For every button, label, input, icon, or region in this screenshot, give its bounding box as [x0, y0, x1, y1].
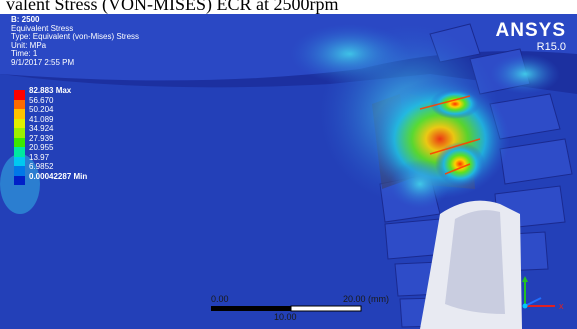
ansys-logo: ANSYS R15.0	[496, 21, 566, 53]
legend-swatch	[14, 147, 25, 157]
svg-text:x: x	[559, 301, 564, 311]
legend-label: 41.089	[29, 114, 54, 124]
legend-swatch	[14, 156, 25, 166]
logo-brand: ANSYS	[495, 20, 566, 41]
result-time: Time: 1	[11, 49, 38, 59]
legend-label: 0.00042287 Min	[29, 171, 88, 181]
scale-right-label: 20.00 (mm)	[343, 294, 390, 304]
legend-label: 56.670	[29, 95, 54, 105]
legend-swatch	[14, 137, 25, 147]
legend-swatch	[14, 109, 25, 119]
legend-label: 27.939	[29, 133, 54, 143]
scale-bar: 0.00 20.00 (mm) 10.00	[211, 294, 411, 324]
result-name: Equivalent Stress	[11, 23, 74, 33]
result-unit: Unit: MPa	[11, 40, 47, 50]
legend-swatch	[14, 128, 25, 138]
scale-mid-label: 10.00	[274, 312, 297, 322]
figure-caption: valent Stress (VON-MISES) ECR at 2500rpm	[6, 0, 339, 14]
legend-label: 34.924	[29, 124, 54, 133]
axis-triad-icon[interactable]: x	[515, 276, 565, 316]
result-type: Type: Equivalent (von-Mises) Stress	[11, 32, 140, 42]
legend-swatch	[14, 118, 25, 128]
result-date: 9/1/2017 2:55 PM	[11, 57, 75, 67]
legend-label: 82.883 Max	[29, 86, 72, 95]
result-header: B: 2500 Equivalent Stress Type: Equivale…	[11, 15, 140, 68]
graphics-viewport[interactable]: B: 2500 Equivalent Stress Type: Equivale…	[0, 14, 577, 329]
color-legend-labels: 82.883 Max 56.670 50.204 41.089 34.924 27.939…	[29, 86, 87, 181]
legend-swatch	[14, 99, 25, 109]
legend-label: 13.97	[29, 152, 50, 162]
scale-left-label: 0.00	[211, 294, 229, 304]
scale-ruler	[211, 305, 362, 312]
legend-label: 50.204	[29, 105, 54, 114]
analysis-title: B: 2500	[11, 15, 40, 24]
legend-swatch	[14, 90, 25, 100]
logo-version: R15.0	[536, 41, 566, 53]
color-legend-bar[interactable]	[14, 90, 25, 185]
legend-label: 20.955	[29, 143, 54, 152]
legend-swatch	[14, 166, 25, 176]
legend-label: 6.9852	[29, 162, 54, 171]
stress-contour-render[interactable]	[0, 14, 577, 329]
legend-swatch	[14, 175, 25, 185]
